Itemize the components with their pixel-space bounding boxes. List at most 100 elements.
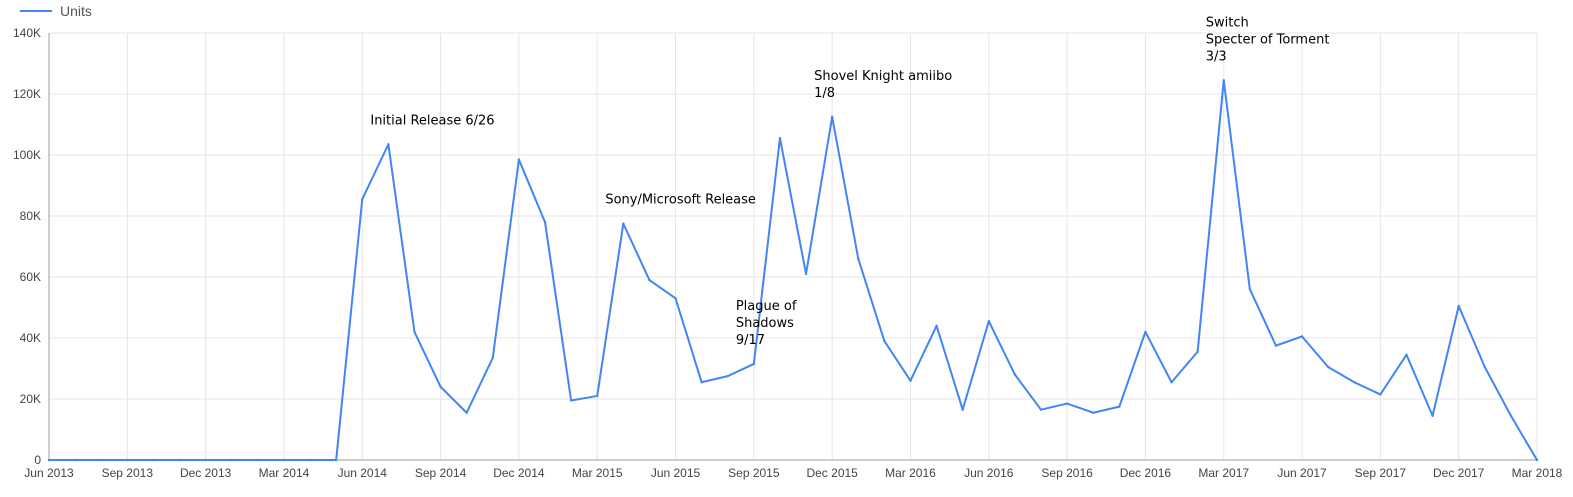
data-point: [883, 339, 886, 343]
data-point: [126, 458, 129, 462]
data-point: [935, 324, 938, 327]
data-point: [1013, 373, 1017, 376]
data-point: [909, 379, 912, 382]
x-tick-label: Jun 2015: [651, 466, 701, 480]
data-point: [726, 374, 729, 378]
legend-label-units: Units: [60, 3, 92, 19]
data-point: [700, 381, 703, 384]
annotation-line: 1/8: [814, 86, 835, 101]
annotation-line: Shadows: [736, 316, 794, 331]
data-point: [1483, 365, 1486, 369]
data-point: [1039, 408, 1043, 411]
x-tick-label: Dec 2017: [1433, 466, 1485, 480]
x-tick-label: Dec 2015: [806, 466, 858, 480]
data-point: [543, 220, 547, 224]
axes: [48, 33, 1537, 461]
annotation-label: Sony/Microsoft Release: [605, 193, 756, 208]
x-tick-label: Jun 2017: [1277, 466, 1327, 480]
legend[interactable]: Units: [20, 3, 92, 19]
y-tick-label: 20K: [20, 392, 41, 406]
x-tick-label: Sep 2016: [1041, 466, 1093, 480]
data-point: [569, 399, 573, 402]
annotation-line: 3/3: [1206, 49, 1227, 64]
y-tick-label: 80K: [20, 209, 41, 223]
y-tick-label: 140K: [13, 26, 41, 40]
data-point: [1274, 344, 1278, 347]
data-point: [1457, 304, 1460, 308]
x-axis-ticks: Jun 2013 Sep 2013 Dec 2013 Mar 2014 Jun 2014…: [24, 466, 1562, 480]
x-tick-label: Dec 2014: [493, 466, 545, 480]
x-tick-label: Mar 2017: [1198, 466, 1249, 480]
y-tick-label: 0: [34, 453, 41, 467]
data-point: [152, 458, 155, 462]
y-tick-label: 120K: [13, 87, 41, 101]
data-point: [361, 198, 364, 201]
annotation-line: Sony/Microsoft Release: [605, 193, 756, 208]
data-point: [1431, 414, 1434, 417]
data-point: [674, 297, 677, 300]
data-point: [413, 330, 416, 334]
data-point: [1118, 405, 1121, 408]
x-tick-label: Sep 2013: [102, 466, 154, 480]
data-point: [1144, 330, 1147, 334]
data-point: [1222, 79, 1225, 82]
data-point: [1509, 414, 1513, 417]
annotation-line: Plague of: [736, 299, 797, 314]
data-point: [1300, 335, 1304, 338]
data-point: [987, 320, 990, 323]
data-point: [204, 458, 207, 462]
x-tick-label: Dec 2013: [180, 466, 232, 480]
y-tick-label: 60K: [20, 270, 41, 284]
data-point: [830, 115, 834, 119]
x-tick-label: Jun 2014: [338, 466, 388, 480]
x-tick-label: Mar 2014: [259, 466, 310, 480]
annotation-label: Switch Specter of Torment 3/3: [1206, 15, 1330, 64]
x-tick-label: Jun 2013: [24, 466, 74, 480]
data-point: [1248, 288, 1252, 291]
data-point: [47, 458, 51, 462]
x-tick-label: Sep 2017: [1355, 466, 1407, 480]
data-point: [491, 356, 494, 360]
x-tick-label: Mar 2016: [885, 466, 936, 480]
annotation-line: Initial Release 6/26: [370, 113, 494, 128]
annotation-line: Shovel Knight amiibo: [814, 69, 952, 84]
annotation-line: Specter of Torment: [1206, 32, 1330, 47]
data-point: [308, 458, 312, 462]
data-point: [1379, 393, 1382, 396]
data-point: [961, 408, 964, 411]
data-point: [517, 158, 521, 161]
data-point: [439, 385, 442, 388]
data-point: [804, 272, 808, 276]
data-point: [73, 458, 77, 462]
series-line-units: [49, 79, 1538, 461]
data-point: [282, 458, 286, 462]
data-point: [334, 458, 338, 462]
data-point: [256, 458, 260, 462]
annotation-label: Initial Release 6/26: [370, 113, 494, 128]
annotation-line: 9/17: [736, 333, 765, 348]
y-tick-label: 100K: [13, 148, 41, 162]
data-point: [387, 143, 390, 146]
series-lines: [47, 79, 1539, 462]
data-point: [752, 362, 756, 366]
x-tick-label: Jun 2016: [964, 466, 1014, 480]
x-tick-label: Sep 2015: [728, 466, 780, 480]
data-point: [1353, 381, 1356, 384]
data-point: [1326, 365, 1330, 369]
data-point: [1065, 402, 1069, 405]
annotation-label: Plague of Shadows 9/17: [736, 299, 797, 348]
data-point: [857, 257, 860, 260]
data-point: [596, 394, 599, 398]
data-point: [1196, 350, 1199, 353]
data-point: [230, 458, 233, 462]
data-point: [100, 458, 103, 462]
data-point: [1170, 381, 1173, 384]
annotation-label: Shovel Knight amiibo 1/8: [814, 69, 952, 101]
x-tick-label: Mar 2018: [1512, 466, 1563, 480]
y-axis-ticks: 0 20K 40K 60K 80K 100K 120K 140K: [13, 26, 41, 467]
data-point: [465, 411, 468, 414]
data-point: [178, 458, 181, 462]
grid: [48, 32, 1538, 460]
data-point: [1405, 353, 1408, 356]
